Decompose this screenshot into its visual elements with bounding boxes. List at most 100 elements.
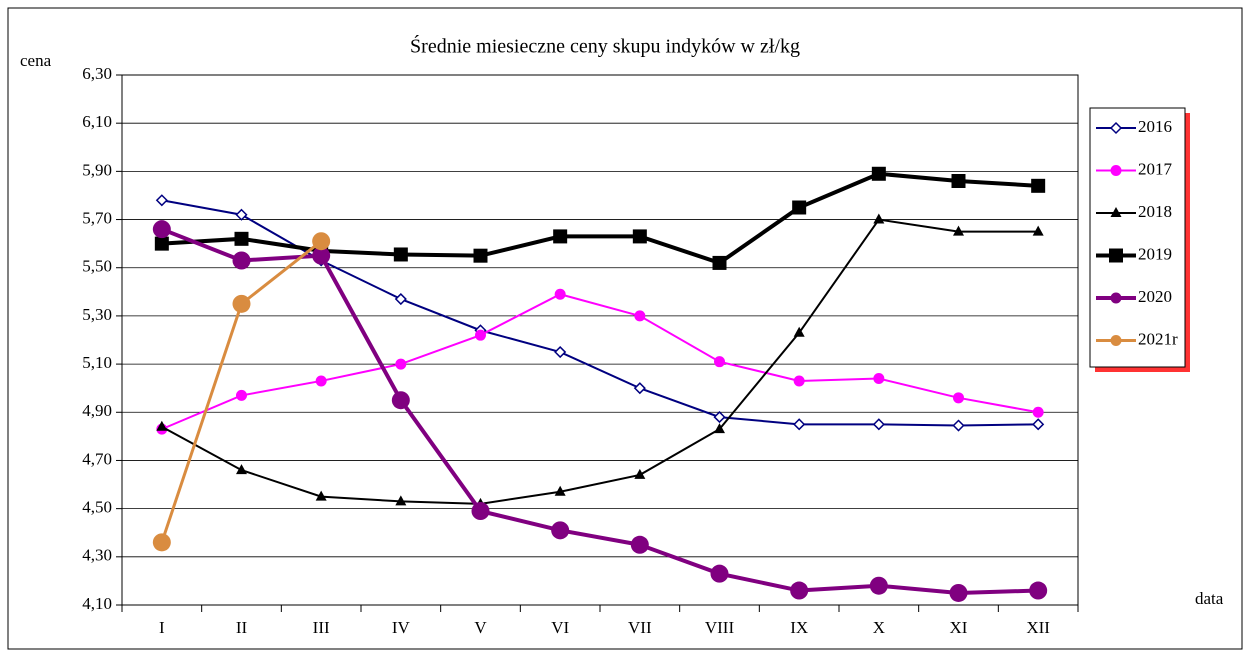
marker [156,420,168,431]
y-tick-label: 5,90 [82,160,112,179]
marker [793,375,805,387]
marker [634,468,646,479]
marker [790,581,809,600]
marker [232,251,251,270]
y-tick-label: 6,10 [82,112,112,131]
y-tick-label: 4,10 [82,594,112,613]
marker [793,326,805,337]
plot-area [121,74,1079,606]
y-tick-label: 4,70 [82,449,112,468]
marker [953,225,964,236]
marker [952,419,965,432]
marker [395,358,407,370]
marker [391,391,410,410]
marker [1031,178,1046,193]
marker [792,200,807,215]
legend-label: 2020 [1138,287,1172,306]
series-line [161,227,1039,595]
marker [315,490,327,501]
marker [873,373,885,385]
marker [154,236,169,251]
x-tick-label: III [313,618,330,637]
x-tick-label: XI [950,618,968,637]
marker [714,423,725,434]
marker [232,294,251,313]
marker [236,389,247,401]
marker [1110,165,1122,176]
marker [869,576,888,595]
marker [634,310,646,322]
marker [1029,581,1048,600]
marker [471,502,490,521]
marker [1110,292,1122,304]
legend-label: 2016 [1138,117,1172,136]
marker [551,521,570,540]
marker [312,246,331,265]
marker [1109,121,1123,135]
marker [632,229,647,244]
y-tick-label: 5,30 [82,305,112,324]
marker [554,345,567,359]
marker [235,208,248,221]
x-tick-label: I [159,618,165,637]
x-axis-label: data [1195,589,1224,608]
x-tick-label: VII [628,618,652,637]
marker [633,382,646,395]
marker [236,464,247,475]
marker [152,533,171,552]
y-tick-label: 4,30 [82,546,112,565]
y-tick-label: 5,50 [82,257,112,276]
legend-label: 2018 [1138,202,1172,221]
y-tick-label: 4,90 [82,401,112,420]
x-tick-label: IV [392,618,411,637]
marker [713,411,726,424]
marker [630,535,649,554]
marker [872,418,885,431]
x-tick-label: II [236,618,248,637]
marker [315,375,327,387]
y-tick-label: 5,70 [82,208,112,227]
y-tick-label: 4,50 [82,498,112,517]
marker [155,194,168,207]
marker [712,255,727,270]
x-tick-label: IX [790,618,808,637]
marker [152,220,171,239]
x-tick-label: V [474,618,487,637]
series-line [161,171,1039,266]
marker [394,292,407,306]
marker [554,485,566,496]
y-tick-label: 6,30 [82,64,112,83]
marker [234,231,249,246]
marker [1110,207,1122,217]
marker [554,288,566,300]
marker [871,166,886,181]
y-axis-label: cena [20,51,52,70]
legend-label: 2017 [1138,159,1173,178]
series-line [161,218,1039,505]
marker [1032,406,1044,418]
marker [793,418,806,431]
chart-title: Średnie miesieczne ceny skupu indyków w … [410,34,800,58]
marker [393,247,408,262]
legend [1089,107,1186,368]
legend-label: 2019 [1138,244,1172,263]
marker [949,583,968,602]
marker [395,495,407,506]
marker [873,213,885,224]
x-tick-label: X [873,618,885,637]
x-tick-label: VIII [705,618,735,637]
x-tick-label: XII [1026,618,1050,637]
marker [714,356,725,368]
marker [1032,418,1045,431]
marker [1109,248,1123,263]
marker [951,174,966,188]
marker [710,564,729,583]
marker [473,248,488,263]
y-tick-label: 5,10 [82,353,112,372]
marker [312,232,331,251]
legend-label: 2021r [1138,329,1178,348]
marker [475,329,486,341]
marker [553,229,568,244]
x-tick-label: VI [551,618,569,637]
